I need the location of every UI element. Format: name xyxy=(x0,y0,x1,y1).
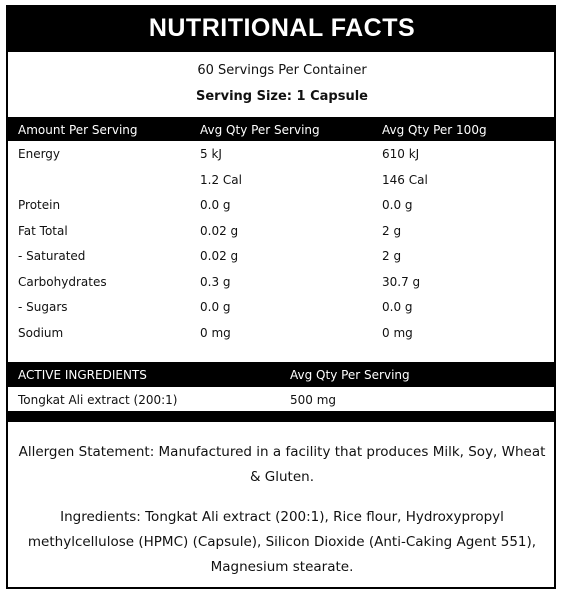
cell-value: 0.02 g xyxy=(200,223,239,238)
cell-value: 2 g xyxy=(382,223,402,238)
servings: 60 Servings Per Container xyxy=(197,63,367,78)
row-label: Fat Total xyxy=(18,223,68,238)
cell-value: 0 mg xyxy=(382,325,413,340)
cell-value: 2 g xyxy=(382,249,402,263)
cell-value: 0.0 g xyxy=(382,198,413,212)
column-header: Avg Qty Per Serving xyxy=(200,123,320,137)
serving-size: Serving Size: 1 Capsule xyxy=(196,89,368,104)
cell-value: 610 kJ xyxy=(382,147,420,161)
cell-value: 146 Cal xyxy=(382,172,428,187)
row-label: Energy xyxy=(18,147,61,161)
row-label: Protein xyxy=(18,198,61,212)
row-label: - Sugars xyxy=(18,300,68,314)
cell-value: 5 kJ xyxy=(200,147,222,161)
row-label: - Saturated xyxy=(18,249,86,263)
active-header-bar xyxy=(8,362,556,387)
allergen: Allergen Statement: Manufactured in a fa… xyxy=(18,444,546,485)
row-label: Tongkat Ali extract (200:1) xyxy=(18,393,178,407)
column-header: Avg Qty Per Serving xyxy=(290,368,410,382)
cell-value: 30.7 g xyxy=(382,274,421,289)
column-header: ACTIVE INGREDIENTS xyxy=(18,368,147,382)
cell-value: 0.02 g xyxy=(200,249,239,263)
cell-value: 1.2 Cal xyxy=(200,172,242,187)
column-header: Avg Qty Per 100g xyxy=(382,123,487,137)
cell-value: 500 mg xyxy=(290,393,337,407)
divider xyxy=(8,411,556,422)
ingredients: Ingredients: Tongkat Ali extract (200:1)… xyxy=(27,509,537,575)
cell-value: 0.3 g xyxy=(200,274,231,289)
cell-value: 0 mg xyxy=(200,325,231,340)
row-label: Carbohydrates xyxy=(18,274,107,289)
cell-value: 0.0 g xyxy=(200,300,231,314)
header-bar xyxy=(8,117,556,141)
cell-value: 0.0 g xyxy=(200,198,231,212)
row-label: Sodium xyxy=(18,325,64,340)
column-header: Amount Per Serving xyxy=(18,123,138,137)
title: Nutritional Facts xyxy=(8,5,556,52)
cell-value: 0.0 g xyxy=(382,300,413,314)
